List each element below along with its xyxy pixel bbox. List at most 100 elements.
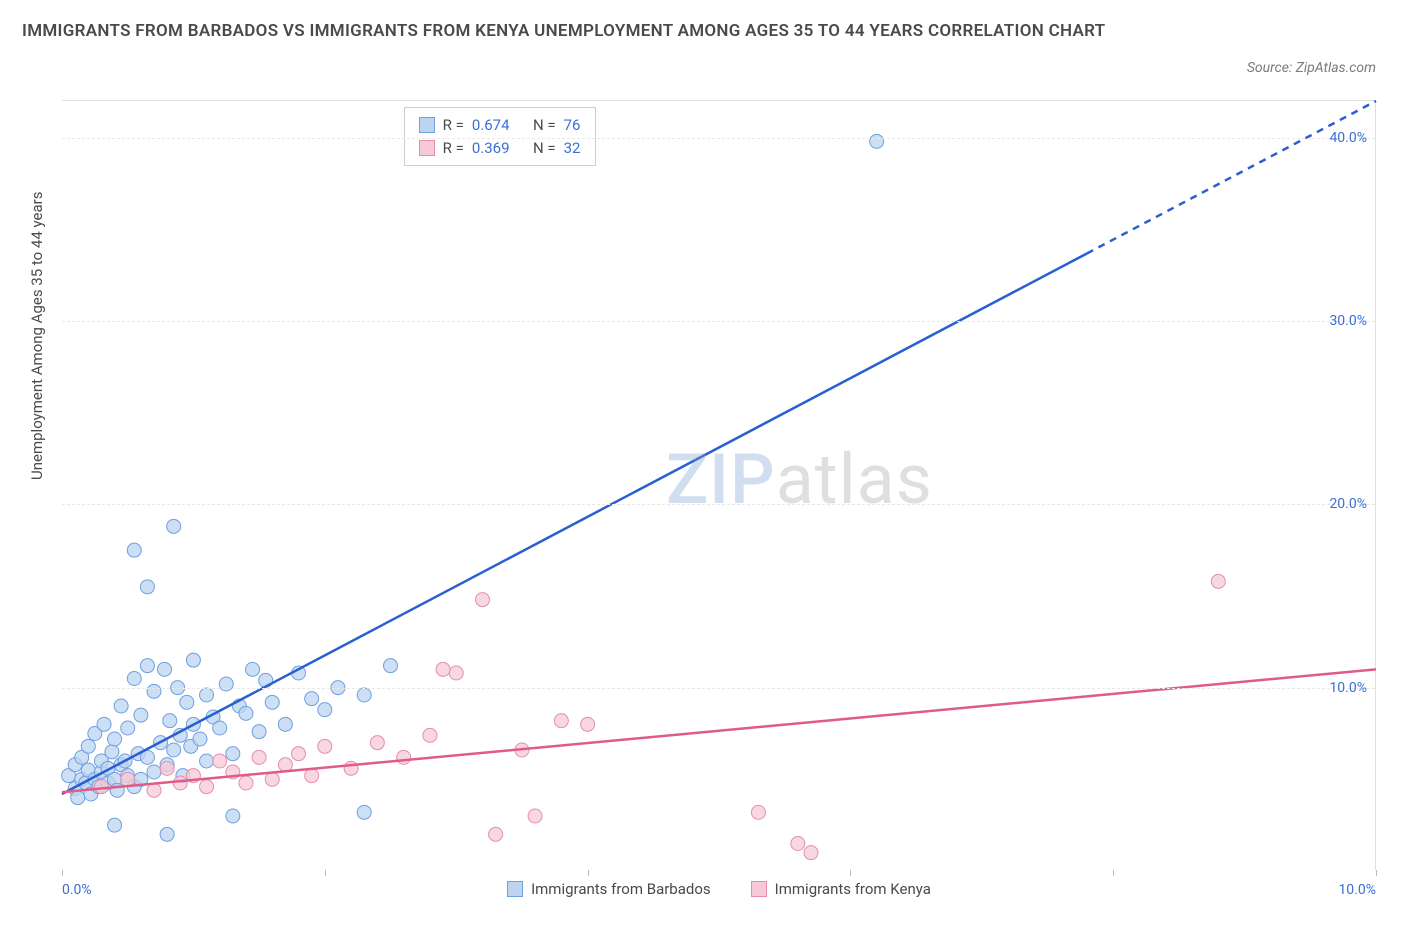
- data-point: [186, 653, 200, 667]
- data-point: [105, 745, 119, 759]
- y-tick-label: 10.0%: [1329, 680, 1367, 696]
- x-tick-label-left: 0.0%: [62, 882, 92, 898]
- data-point: [147, 684, 161, 698]
- stats-swatch: [419, 140, 435, 156]
- stats-row: R =0.369 N =32: [419, 137, 581, 160]
- gridline: [62, 504, 1375, 505]
- data-point: [108, 732, 122, 746]
- data-point: [180, 695, 194, 709]
- stats-swatch: [419, 117, 435, 133]
- data-point: [489, 827, 503, 841]
- data-point: [423, 728, 437, 742]
- data-point: [200, 754, 214, 768]
- data-point: [265, 695, 279, 709]
- data-point: [246, 662, 260, 676]
- data-point: [94, 780, 108, 794]
- data-point: [157, 662, 171, 676]
- data-point: [200, 780, 214, 794]
- y-tick-label: 40.0%: [1329, 130, 1367, 146]
- data-point: [226, 809, 240, 823]
- data-point: [397, 750, 411, 764]
- regression-line-extrapolated: [1087, 101, 1376, 253]
- data-point: [121, 721, 135, 735]
- x-axis-area: Immigrants from Barbados Immigrants from …: [62, 876, 1376, 916]
- data-point: [147, 783, 161, 797]
- gridline: [62, 321, 1375, 322]
- data-point: [134, 708, 148, 722]
- x-tick-label-right: 10.0%: [1338, 882, 1376, 898]
- data-point: [436, 662, 450, 676]
- legend-label: Immigrants from Barbados: [531, 880, 711, 898]
- legend-swatch: [507, 881, 523, 897]
- data-point: [127, 543, 141, 557]
- series-legend: Immigrants from Barbados Immigrants from …: [62, 880, 1376, 898]
- stat-r: 0.369: [472, 137, 510, 160]
- data-point: [870, 134, 884, 148]
- stat-n: 32: [564, 137, 581, 160]
- data-point: [252, 750, 266, 764]
- gridline: [62, 138, 1375, 139]
- stats-row: R =0.674 N =76: [419, 114, 581, 137]
- data-point: [140, 659, 154, 673]
- data-point: [1211, 574, 1225, 588]
- data-point: [292, 747, 306, 761]
- data-point: [318, 703, 332, 717]
- gridline: [62, 688, 1375, 689]
- data-point: [791, 837, 805, 851]
- stat-r: 0.674: [472, 114, 510, 137]
- data-point: [140, 580, 154, 594]
- data-point: [167, 743, 181, 757]
- data-point: [167, 519, 181, 533]
- data-point: [357, 805, 371, 819]
- data-point: [163, 714, 177, 728]
- data-point: [278, 717, 292, 731]
- scatter-svg: [62, 101, 1375, 870]
- data-point: [173, 776, 187, 790]
- source-attribution: Source: ZipAtlas.com: [1247, 60, 1376, 76]
- data-point: [81, 739, 95, 753]
- data-point: [219, 677, 233, 691]
- y-tick-label: 20.0%: [1329, 496, 1367, 512]
- data-point: [160, 827, 174, 841]
- data-point: [252, 725, 266, 739]
- data-point: [127, 672, 141, 686]
- data-point: [278, 758, 292, 772]
- data-point: [239, 776, 253, 790]
- data-point: [449, 666, 463, 680]
- data-point: [239, 706, 253, 720]
- data-point: [357, 688, 371, 702]
- data-point: [160, 761, 174, 775]
- legend-swatch: [751, 881, 767, 897]
- data-point: [71, 791, 85, 805]
- data-point: [318, 739, 332, 753]
- data-point: [581, 717, 595, 731]
- chart-plot-area: ZIPatlas R =0.674 N =76R =0.369 N =32 10…: [62, 100, 1376, 870]
- data-point: [384, 659, 398, 673]
- correlation-stats-box: R =0.674 N =76R =0.369 N =32: [404, 107, 596, 166]
- data-point: [193, 732, 207, 746]
- data-point: [97, 717, 111, 731]
- data-point: [528, 809, 542, 823]
- data-point: [265, 772, 279, 786]
- y-axis-label: Unemployment Among Ages 35 to 44 years: [28, 192, 46, 480]
- data-point: [370, 736, 384, 750]
- data-point: [475, 593, 489, 607]
- legend-item: Immigrants from Barbados: [507, 880, 711, 898]
- data-point: [804, 846, 818, 860]
- legend-item: Immigrants from Kenya: [751, 880, 931, 898]
- data-point: [147, 765, 161, 779]
- x-tick: [1376, 870, 1377, 876]
- data-point: [305, 769, 319, 783]
- data-point: [305, 692, 319, 706]
- data-point: [108, 818, 122, 832]
- data-point: [226, 747, 240, 761]
- stat-n: 76: [564, 114, 581, 137]
- data-point: [554, 714, 568, 728]
- data-point: [213, 721, 227, 735]
- data-point: [114, 699, 128, 713]
- y-tick-label: 30.0%: [1329, 313, 1367, 329]
- legend-label: Immigrants from Kenya: [775, 880, 931, 898]
- header: IMMIGRANTS FROM BARBADOS VS IMMIGRANTS F…: [22, 18, 1376, 45]
- data-point: [213, 754, 227, 768]
- data-point: [200, 688, 214, 702]
